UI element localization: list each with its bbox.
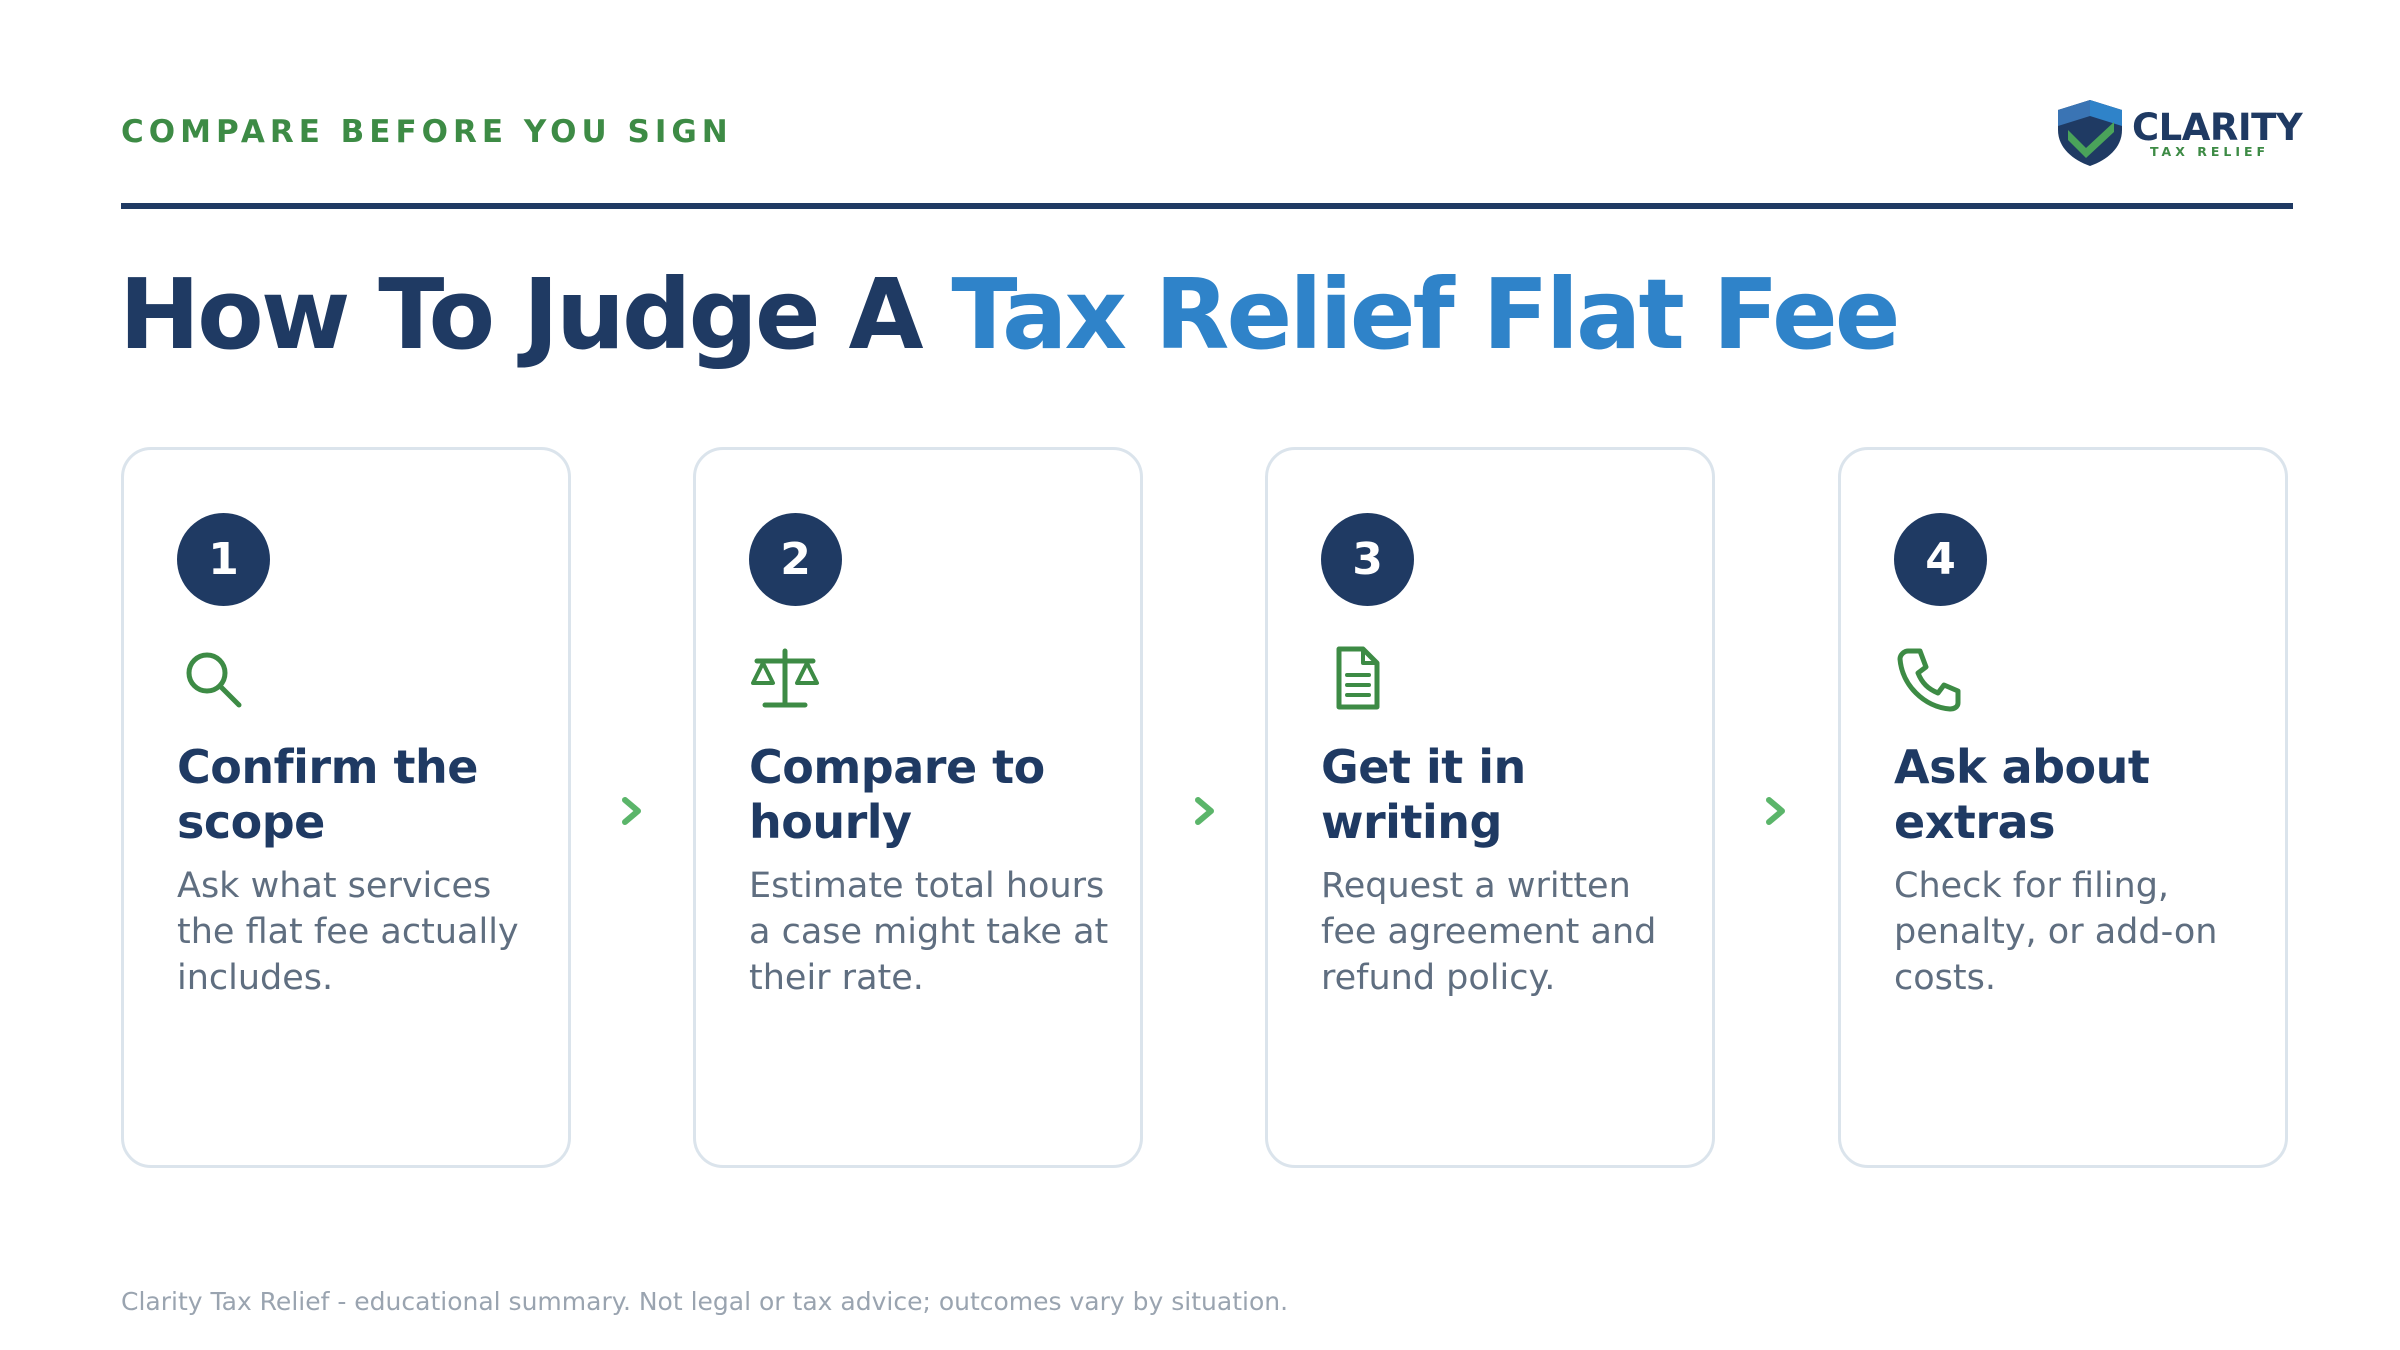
logo-wordmark: CLARITY bbox=[2132, 106, 2303, 149]
step-title: Compare to hourly bbox=[749, 740, 1045, 849]
step-card-4: 4 Ask about extras Check for filing, pen… bbox=[1838, 447, 2288, 1168]
footer-disclaimer: Clarity Tax Relief - educational summary… bbox=[121, 1287, 1289, 1316]
logo-tagline: TAX RELIEF bbox=[2150, 144, 2270, 159]
scale-icon bbox=[751, 648, 819, 708]
page-title: How To Judge A Tax Relief Flat Fee bbox=[119, 258, 1901, 371]
step-description: Ask what services the flat fee actually … bbox=[177, 866, 519, 998]
search-icon bbox=[186, 652, 242, 708]
step-description: Estimate total hours a case might take a… bbox=[749, 866, 1109, 998]
brand-logo: CLARITY TAX RELIEF bbox=[2052, 96, 2303, 168]
header-divider bbox=[121, 203, 2293, 209]
step-number-badge: 1 bbox=[177, 513, 270, 606]
shield-logo-icon bbox=[2058, 100, 2122, 166]
chevron-right-icon bbox=[1195, 797, 1214, 825]
step-number-badge: 4 bbox=[1894, 513, 1987, 606]
step-title: Ask about extras bbox=[1894, 740, 2150, 849]
step-card-3: 3 Get it in writing Request a written fe… bbox=[1265, 447, 1715, 1168]
phone-icon bbox=[1897, 648, 1961, 712]
step-number-badge: 2 bbox=[749, 513, 842, 606]
eyebrow-text: COMPARE BEFORE YOU SIGN bbox=[121, 114, 733, 150]
step-title: Confirm the scope bbox=[177, 740, 478, 849]
step-card-2: 2 Compare to hourly Estimate total hours… bbox=[693, 447, 1143, 1168]
chevron-right-icon bbox=[622, 797, 641, 825]
page-title-accent: Tax Relief Flat Fee bbox=[951, 258, 1900, 371]
step-description: Request a written fee agreement and refu… bbox=[1321, 866, 1657, 998]
step-card-1: 1 Confirm the scope Ask what services th… bbox=[121, 447, 571, 1168]
page-title-lead: How To Judge A bbox=[119, 258, 924, 371]
step-description: Check for filing, penalty, or add-on cos… bbox=[1894, 866, 2218, 998]
step-number-badge: 3 bbox=[1321, 513, 1414, 606]
document-icon bbox=[1336, 646, 1380, 710]
step-title: Get it in writing bbox=[1321, 740, 1526, 849]
chevron-right-icon bbox=[1766, 797, 1785, 825]
